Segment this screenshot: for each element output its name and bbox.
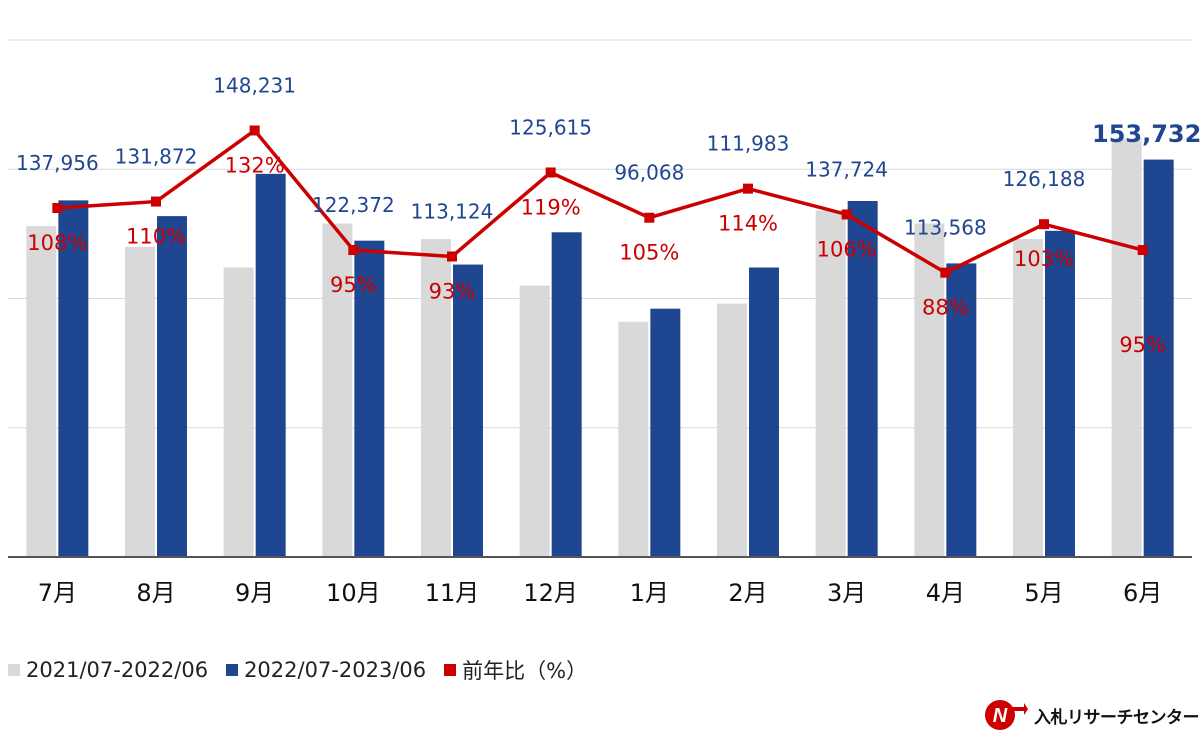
yoy-marker bbox=[940, 267, 951, 278]
bar-current bbox=[551, 232, 582, 557]
bar-value-label: 111,983 bbox=[707, 132, 790, 156]
bar-value-label: 153,732 bbox=[1092, 120, 1200, 148]
logo-mark-icon: N bbox=[985, 700, 1028, 730]
bar-value-label: 131,872 bbox=[115, 145, 198, 169]
yoy-value-label: 95% bbox=[330, 273, 377, 297]
bar-prev bbox=[519, 285, 550, 557]
bar-prev bbox=[26, 226, 57, 557]
bar-prev bbox=[125, 246, 155, 558]
bar-current bbox=[354, 240, 385, 557]
yoy-line bbox=[57, 128, 1144, 275]
legend-label-prev: 2021/07-2022/06 bbox=[26, 658, 209, 682]
bar-prev bbox=[223, 267, 254, 557]
x-tick-label: 2月 bbox=[728, 579, 767, 607]
x-tick-label: 6月 bbox=[1123, 579, 1162, 607]
bar-current bbox=[453, 264, 483, 557]
yoy-value-label: 106% bbox=[817, 237, 877, 261]
bar-current bbox=[749, 267, 779, 557]
x-tick-label: 11月 bbox=[425, 579, 480, 607]
bar-current bbox=[1045, 230, 1075, 557]
bar-current bbox=[1143, 159, 1174, 557]
yoy-value-label: 88% bbox=[922, 296, 969, 320]
x-tick-label: 1月 bbox=[630, 579, 669, 607]
bar-prev bbox=[618, 321, 649, 557]
svg-text:N: N bbox=[993, 705, 1008, 727]
yoy-marker bbox=[348, 245, 359, 256]
yoy-value-label: 119% bbox=[521, 195, 581, 219]
yoy-value-label: 114% bbox=[718, 212, 778, 236]
bar-prev bbox=[1013, 239, 1043, 558]
yoy-marker bbox=[644, 212, 655, 223]
legend-swatch-yoy bbox=[444, 664, 457, 676]
bar-value-label: 122,372 bbox=[312, 193, 395, 217]
x-tick-label: 9月 bbox=[235, 579, 274, 607]
bar-current bbox=[255, 173, 286, 557]
x-tick-label: 4月 bbox=[926, 579, 965, 607]
legend-label-current: 2022/07-2023/06 bbox=[244, 658, 427, 682]
x-tick-label: 5月 bbox=[1024, 579, 1063, 607]
legend: 2021/07-2022/06 2022/07-2023/06 前年比（%） bbox=[8, 652, 587, 688]
bar-value-label: 125,615 bbox=[509, 115, 592, 139]
bar-prev bbox=[717, 303, 747, 557]
logo-text: 入札リサーチセンター bbox=[1034, 707, 1200, 728]
bar-current bbox=[58, 200, 89, 558]
bar-current bbox=[946, 263, 977, 557]
yoy-marker bbox=[52, 203, 63, 214]
legend-item-prev: 2021/07-2022/06 bbox=[8, 658, 208, 682]
yoy-marker bbox=[151, 196, 161, 207]
bar-value-label: 96,068 bbox=[614, 161, 684, 185]
bar-current bbox=[157, 216, 187, 557]
bar-current bbox=[847, 200, 878, 557]
yoy-marker bbox=[743, 183, 753, 194]
yoy-value-label: 132% bbox=[225, 153, 285, 177]
yoy-marker bbox=[545, 167, 556, 178]
bar-prev bbox=[322, 223, 353, 557]
bar-prev bbox=[421, 239, 451, 558]
x-tick-label: 8月 bbox=[136, 579, 175, 607]
legend-swatch-prev bbox=[8, 664, 20, 676]
bar-value-label: 148,231 bbox=[213, 73, 296, 97]
bar-prev bbox=[914, 223, 945, 557]
legend-label-yoy: 前年比（%） bbox=[462, 659, 588, 683]
legend-item-yoy: 前年比（%） bbox=[444, 655, 587, 685]
bar-prev bbox=[1111, 138, 1142, 558]
combo-chart: 7月 8月 9月 10月 11月 12月 1月 2月 3月 4月 5月 6月 137,956 131,87… bbox=[8, 39, 1200, 607]
bar-value-label: 137,956 bbox=[16, 151, 99, 175]
yoy-marker bbox=[249, 125, 260, 136]
company-logo: N 入札リサーチセンター bbox=[984, 696, 1200, 734]
yoy-value-label: 103% bbox=[1014, 247, 1074, 271]
legend-swatch-current bbox=[226, 664, 239, 676]
yoy-value-label: 105% bbox=[619, 241, 679, 265]
yoy-marker bbox=[1137, 245, 1148, 256]
bar-value-label: 113,124 bbox=[411, 199, 494, 223]
bar-value-label: 137,724 bbox=[805, 157, 888, 181]
x-tick-label: 12月 bbox=[523, 579, 578, 607]
bar-value-label: 126,188 bbox=[1003, 167, 1086, 191]
bar-prev bbox=[815, 210, 846, 558]
bar-value-label: 113,568 bbox=[904, 216, 987, 240]
yoy-marker bbox=[447, 251, 457, 262]
yoy-value-label: 110% bbox=[126, 225, 186, 249]
yoy-value-label: 108% bbox=[27, 231, 87, 255]
x-tick-label: 10月 bbox=[326, 579, 381, 607]
yoy-value-label: 93% bbox=[429, 279, 476, 303]
yoy-marker bbox=[1039, 219, 1049, 230]
yoy-marker bbox=[841, 209, 852, 220]
yoy-value-label: 95% bbox=[1119, 333, 1166, 357]
x-tick-label: 7月 bbox=[38, 579, 77, 607]
legend-item-current: 2022/07-2023/06 bbox=[226, 658, 426, 682]
bar-current bbox=[650, 308, 681, 557]
x-tick-label: 3月 bbox=[827, 579, 866, 607]
